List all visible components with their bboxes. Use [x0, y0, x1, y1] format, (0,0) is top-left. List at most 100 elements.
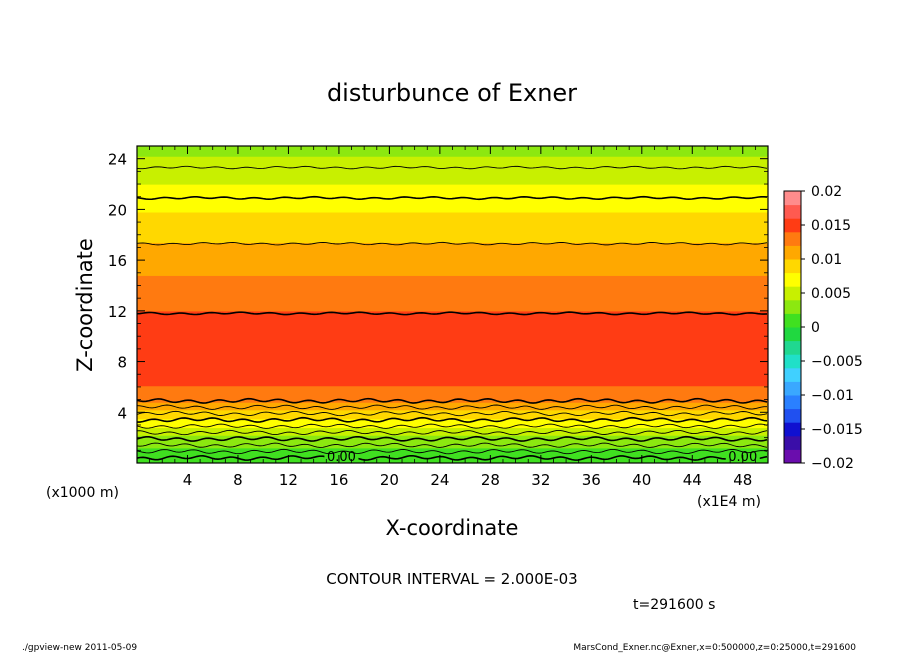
- contour-band: [137, 219, 768, 222]
- contour-line: [137, 435, 768, 442]
- contour-band: [137, 154, 768, 157]
- contour-band: [137, 304, 768, 307]
- y-axis-label: Z-coordinate: [73, 238, 97, 372]
- contour-band: [137, 156, 768, 159]
- x-tick-label: 12: [279, 471, 298, 489]
- colorbar-swatch: [784, 395, 801, 410]
- contour-band: [137, 210, 768, 213]
- contour-band: [137, 171, 768, 174]
- contour-band: [137, 438, 768, 441]
- contour-band: [137, 168, 768, 171]
- contour-band: [137, 355, 768, 358]
- contour-band: [137, 153, 768, 156]
- contour-band: [137, 265, 768, 268]
- contour-band: [137, 248, 768, 251]
- contour-band: [137, 253, 768, 256]
- contour-band: [137, 447, 768, 450]
- contour-band: [137, 390, 768, 393]
- contour-band: [137, 172, 768, 175]
- contour-band: [137, 232, 768, 235]
- contour-band: [137, 351, 768, 354]
- contour-band: [137, 346, 768, 349]
- contour-band: [137, 400, 768, 403]
- contour-band: [137, 258, 768, 261]
- contour-line: [137, 442, 768, 448]
- contour-band: [137, 299, 768, 302]
- contour-band: [137, 446, 768, 449]
- contour-line: [137, 195, 768, 201]
- contour-band: [137, 234, 768, 237]
- contour-band: [137, 334, 768, 337]
- contour-band: [137, 402, 768, 405]
- contour-line: [137, 241, 768, 246]
- colorbar-swatch: [784, 204, 801, 219]
- contour-band: [137, 257, 768, 260]
- colorbar-swatch: [784, 435, 801, 450]
- contour-band: [137, 332, 768, 335]
- contour-band: [137, 236, 768, 238]
- contour-band: [137, 440, 768, 443]
- colorbar-swatch: [784, 327, 801, 342]
- contour-band: [137, 209, 768, 212]
- contour-band: [137, 276, 768, 279]
- contour-band: [137, 163, 768, 166]
- contour-band: [137, 279, 768, 282]
- y-tick-label: 12: [108, 303, 127, 321]
- contour-band: [137, 296, 768, 299]
- footer-right-text: MarsCond_Exner.nc@Exner,x=0:500000,z=0:2…: [573, 643, 856, 653]
- contour-band: [137, 449, 768, 451]
- contour-band: [137, 431, 768, 434]
- colorbar-tick-label: 0.01: [811, 252, 842, 268]
- contour-band: [137, 291, 768, 294]
- contour-band: [137, 178, 768, 181]
- y-axis-ticks: 4 8 12 16 20 24: [108, 151, 768, 451]
- contour-band: [137, 251, 768, 254]
- y-tick-label: 8: [117, 354, 127, 372]
- y-unit-label: (x1000 m): [46, 485, 119, 501]
- contour-band: [137, 350, 768, 353]
- contour-band: [137, 190, 768, 193]
- contour-band: [137, 224, 768, 227]
- contour-band: [137, 442, 768, 445]
- y-tick-label: 16: [108, 252, 127, 270]
- contour-band: [137, 203, 768, 205]
- contour-band: [137, 233, 768, 236]
- contour-band: [137, 423, 768, 426]
- contour-band: [137, 430, 768, 432]
- contour-band: [137, 352, 768, 355]
- contour-band: [137, 384, 768, 387]
- contour-band: [137, 177, 768, 180]
- contour-band: [137, 167, 768, 170]
- contour-line: [137, 454, 768, 461]
- y-tick-label: 24: [108, 151, 127, 169]
- contour-band: [137, 356, 768, 359]
- contour-band: [137, 189, 768, 191]
- colorbar-swatch: [784, 259, 801, 274]
- contour-band: [137, 186, 768, 189]
- contour-band: [137, 151, 768, 153]
- contour-band: [137, 353, 768, 356]
- contour-line: [137, 311, 768, 316]
- contour-band: [137, 260, 768, 262]
- contour-band: [137, 422, 768, 425]
- contour-band: [137, 343, 768, 346]
- contour-band: [137, 419, 768, 422]
- contour-band: [137, 435, 768, 437]
- contour-band: [137, 222, 768, 224]
- contour-band: [137, 376, 768, 379]
- contour-band: [137, 341, 768, 344]
- colorbar-swatch: [784, 286, 801, 301]
- contour-band: [137, 268, 768, 271]
- contour-band: [137, 342, 768, 345]
- contour-band: [137, 329, 768, 332]
- contour-band: [137, 455, 768, 458]
- contour-band: [137, 367, 768, 370]
- contour-band: [137, 194, 768, 197]
- contour-band: [137, 158, 768, 161]
- colorbar-swatch: [784, 367, 801, 382]
- contour-band: [137, 249, 768, 252]
- contour-band: [137, 262, 768, 265]
- contour-band: [137, 319, 768, 322]
- contour-band: [137, 301, 768, 304]
- contour-band: [137, 266, 768, 269]
